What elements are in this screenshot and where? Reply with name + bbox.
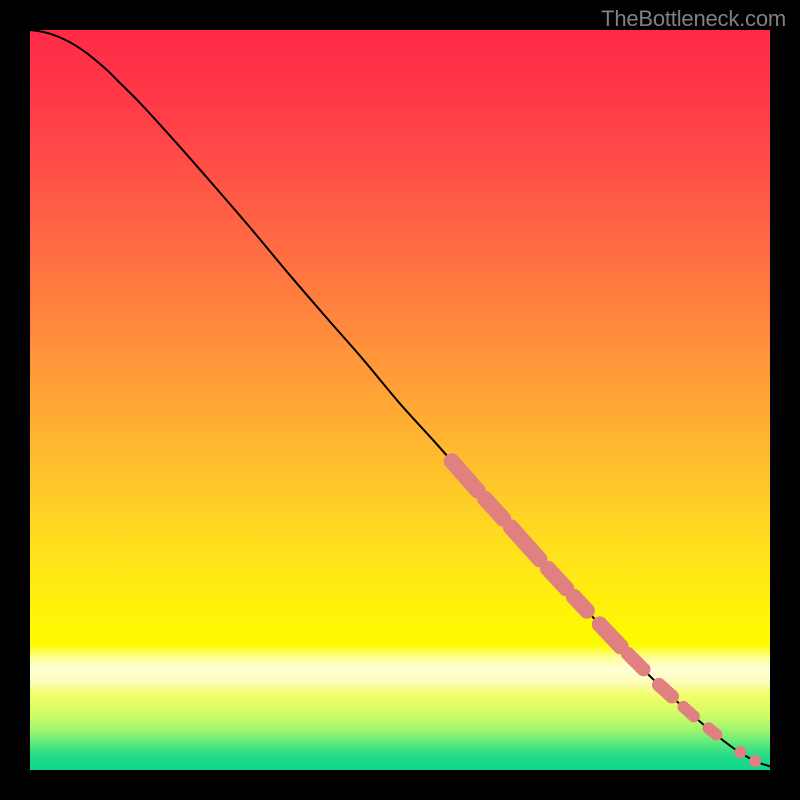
chart-frame: TheBottleneck.com — [0, 0, 800, 800]
chart-svg — [0, 0, 800, 800]
curve-marker — [710, 728, 722, 740]
curve-marker — [749, 755, 761, 767]
curve-marker — [688, 710, 700, 722]
plot-background — [30, 30, 770, 770]
curve-marker — [734, 746, 746, 758]
curve-marker — [636, 662, 650, 676]
curve-marker — [665, 690, 679, 704]
watermark-text: TheBottleneck.com — [601, 6, 786, 32]
curve-marker — [579, 603, 595, 619]
